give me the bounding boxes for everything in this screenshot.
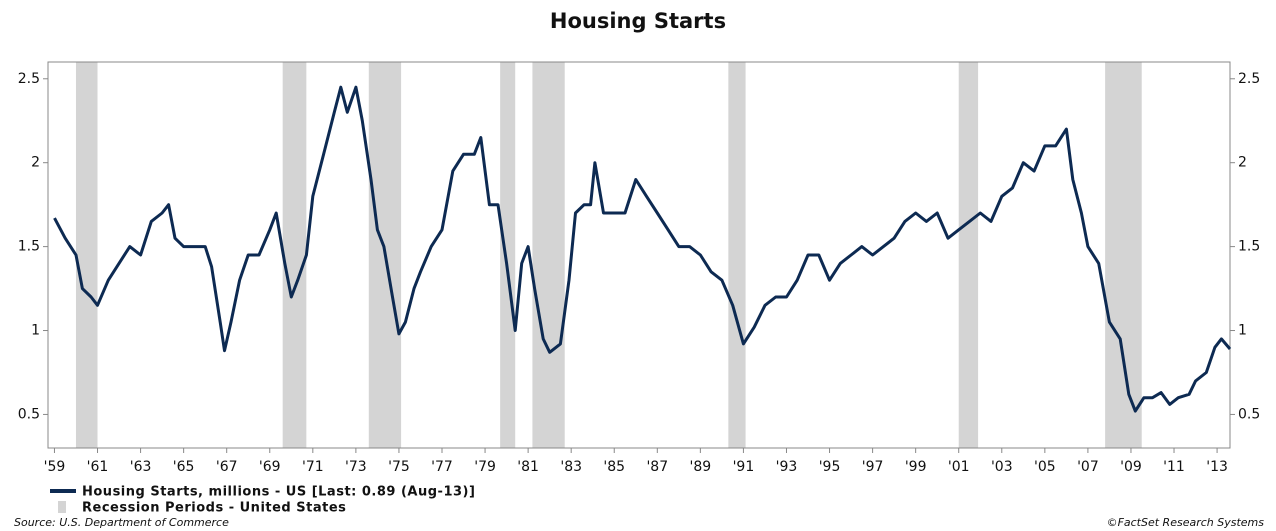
data-line (53, 85, 1232, 413)
y-tick-label: 0.5 (18, 406, 40, 422)
y-tick-label: 2.5 (18, 71, 40, 87)
credit: ©FactSet Research Systems (1107, 516, 1265, 529)
x-tick-label: '07 (1077, 459, 1099, 475)
x-tick-label: '03 (991, 459, 1013, 475)
x-tick-label: '81 (517, 459, 539, 475)
x-tick-label: '97 (862, 459, 884, 475)
x-tick-label: '91 (733, 459, 755, 475)
x-tick-label: '13 (1206, 459, 1228, 475)
x-tick-label: '63 (130, 459, 152, 475)
x-tick-label: '73 (345, 459, 367, 475)
x-tick-label: '69 (259, 459, 281, 475)
x-tick-label: '71 (302, 459, 324, 475)
x-tick-label: '67 (216, 459, 238, 475)
recession-band (75, 62, 98, 448)
legend-label: Recession Periods - United States (82, 501, 346, 516)
legend-swatch (58, 501, 66, 513)
y2-tick-label: 0.5 (1238, 406, 1260, 422)
x-tick-label: '79 (474, 459, 496, 475)
x-tick-label: '77 (431, 459, 453, 475)
x-tick-label: '85 (603, 459, 625, 475)
x-tick-label: '05 (1034, 459, 1056, 475)
y2-tick-label: 2 (1238, 155, 1247, 171)
x-tick-label: '89 (690, 459, 712, 475)
chart-title: Housing Starts (550, 9, 726, 33)
source: Source: U.S. Department of Commerce (14, 516, 229, 529)
x-tick-label: '83 (560, 459, 582, 475)
x-tick-label: '11 (1163, 459, 1185, 475)
plot-frame (47, 61, 1231, 449)
x-tick-label: '99 (905, 459, 927, 475)
recession-band (500, 62, 516, 448)
x-tick-label: '09 (1120, 459, 1142, 475)
x-tick-label: '95 (819, 459, 841, 475)
x-tick-label: '65 (173, 459, 195, 475)
y-tick-label: 1.5 (18, 239, 40, 255)
y2-tick-label: 2.5 (1238, 71, 1260, 87)
y-tick-label: 2 (31, 155, 40, 171)
x-tick-label: '87 (646, 459, 668, 475)
x-tick-label: '61 (87, 459, 109, 475)
y2-tick-label: 1.5 (1238, 239, 1260, 255)
recession-band (728, 62, 746, 448)
recession-band (282, 62, 307, 448)
legend-label: Housing Starts, millions - US [Last: 0.8… (82, 485, 475, 500)
recession-band (958, 62, 979, 448)
recession-band (1105, 62, 1142, 448)
x-tick-label: '01 (948, 459, 970, 475)
x-tick-label: '93 (776, 459, 798, 475)
x-tick-label: '59 (44, 459, 66, 475)
y-tick-label: 1 (31, 323, 40, 339)
y2-tick-label: 1 (1238, 323, 1247, 339)
recession-band (532, 62, 565, 448)
x-tick-label: '75 (388, 459, 410, 475)
